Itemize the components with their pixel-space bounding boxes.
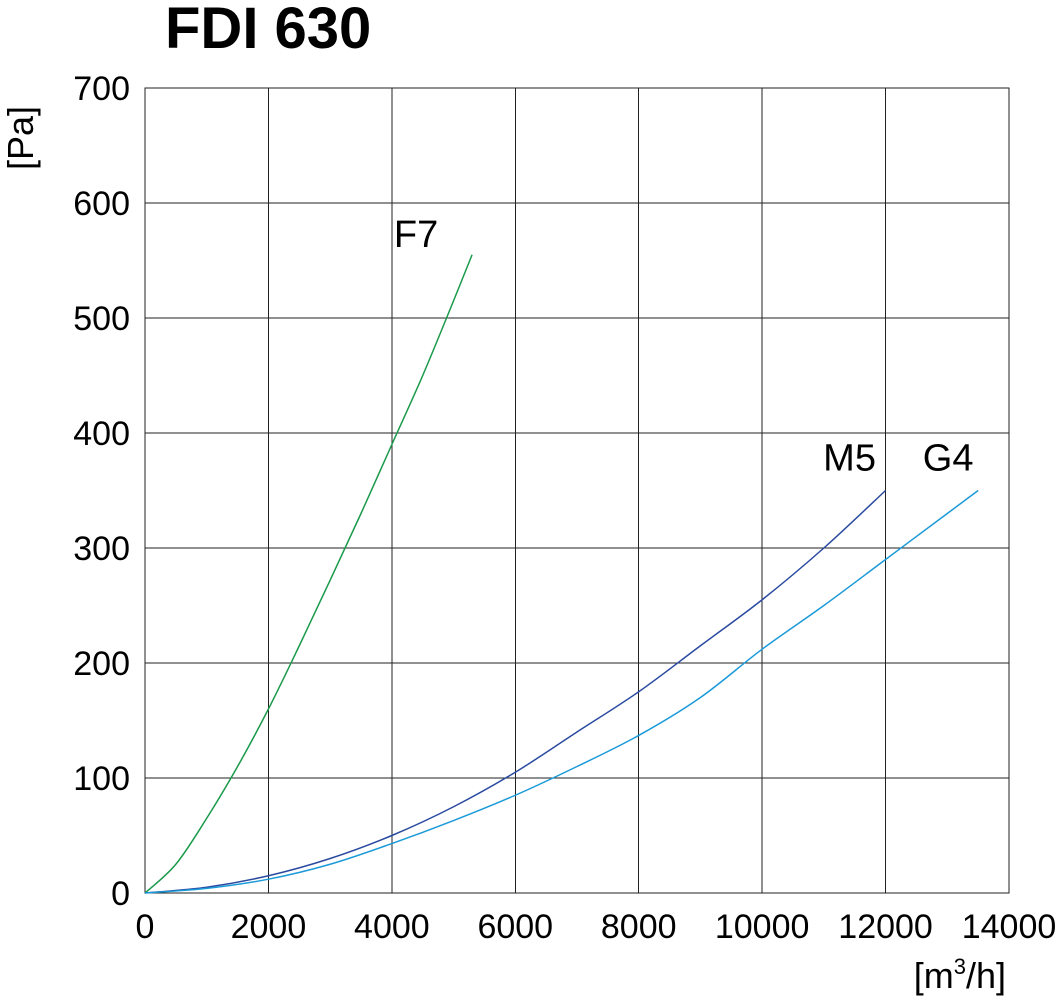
x-tick-label: 6000: [477, 908, 553, 946]
x-axis-label: [m3/h]: [914, 954, 1006, 996]
x-tick-label: 2000: [231, 908, 307, 946]
tick-labels: 0 2000 4000 6000 8000 10000 12000 14000 0 100 200 3…: [73, 70, 1056, 946]
x-tick-label: 14000: [962, 908, 1057, 946]
series-line-f7: [144, 254, 473, 894]
y-tick-label: 500: [73, 300, 130, 338]
x-tick-label: 4000: [354, 908, 430, 946]
chart-title: FDI 630: [165, 0, 371, 61]
y-tick-label: 100: [73, 760, 130, 798]
plot-frame: [144, 87, 1010, 894]
series-line-g4: [144, 489, 979, 894]
grid: [144, 87, 1010, 894]
series-label-g4: G4: [923, 438, 974, 480]
x-tick-label: 0: [136, 908, 155, 946]
series-label-f7: F7: [394, 214, 438, 256]
x-axis-label-sup: 3: [954, 954, 966, 979]
series-label-m5: M5: [823, 438, 876, 480]
x-axis-label-tail: /h]: [966, 955, 1006, 996]
x-tick-label: 10000: [715, 908, 810, 946]
y-tick-label: 0: [111, 875, 130, 913]
x-tick-label: 8000: [601, 908, 677, 946]
y-tick-label: 200: [73, 645, 130, 683]
y-tick-label: 700: [73, 70, 130, 108]
y-tick-label: 400: [73, 415, 130, 453]
y-axis-label: [Pa]: [0, 106, 41, 170]
series-line-m5: [144, 489, 887, 894]
y-tick-label: 300: [73, 530, 130, 568]
series-lines: [144, 254, 979, 894]
y-tick-label: 600: [73, 185, 130, 223]
x-tick-label: 12000: [838, 908, 933, 946]
x-axis-label-main: [m: [914, 955, 954, 996]
series-labels: F7 M5 G4: [394, 214, 974, 480]
